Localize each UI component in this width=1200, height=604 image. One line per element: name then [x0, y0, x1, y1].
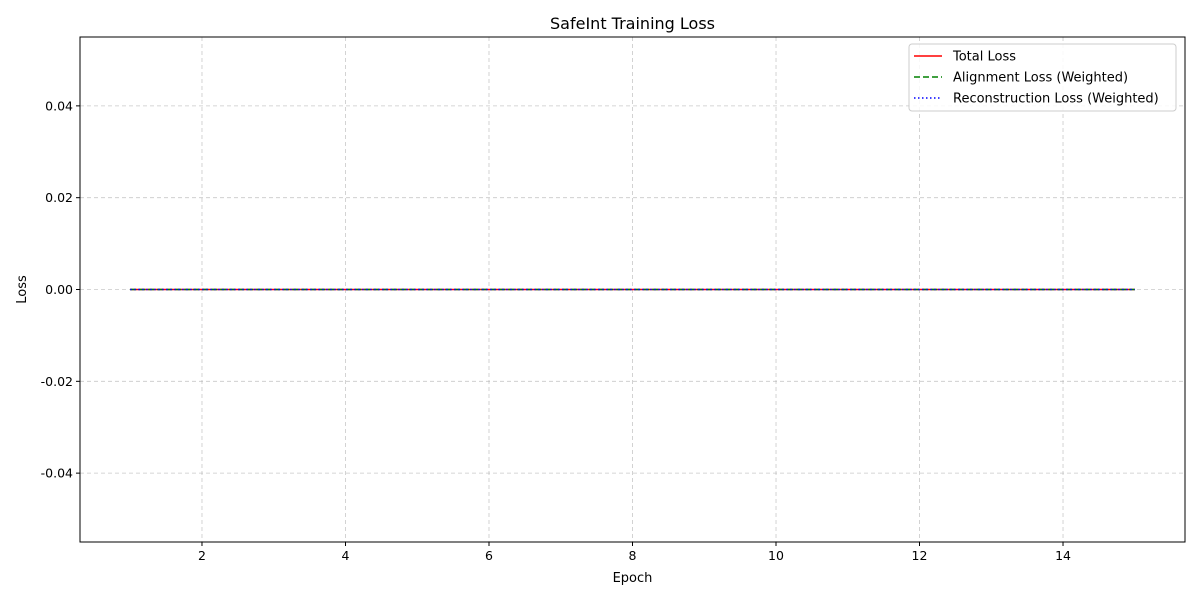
- x-tick-label: 8: [629, 548, 637, 563]
- y-tick-label: 0.02: [45, 190, 73, 205]
- y-tick-label: 0.04: [45, 98, 73, 113]
- x-tick-label: 14: [1055, 548, 1071, 563]
- legend-label-2: Alignment Loss (Weighted): [953, 71, 1128, 86]
- axis-ticks: 2 4 6 8 10 12 14 -0.04 -0.02 0.00 0.02 0.04: [41, 98, 1071, 563]
- x-tick-label: 6: [485, 548, 493, 563]
- x-tick-label: 4: [342, 548, 350, 563]
- legend-box: [908, 43, 1177, 112]
- y-axis-title: Loss: [15, 275, 30, 304]
- x-tick-label: 2: [198, 548, 206, 563]
- x-tick-label: 12: [912, 548, 928, 563]
- y-tick-label: -0.02: [41, 374, 73, 389]
- legend-label-1: Total Loss: [952, 50, 1016, 65]
- x-axis-title: Epoch: [613, 571, 653, 586]
- legend-label-3: Reconstruction Loss (Weighted): [953, 92, 1159, 107]
- chart-title: SafeInt Training Loss: [550, 14, 715, 33]
- y-tick-label: 0.00: [45, 282, 73, 297]
- legend: Total Loss Alignment Loss (Weighted) Recon…: [908, 43, 1177, 112]
- y-tick-label: -0.04: [41, 466, 73, 481]
- x-tick-label: 10: [768, 548, 784, 563]
